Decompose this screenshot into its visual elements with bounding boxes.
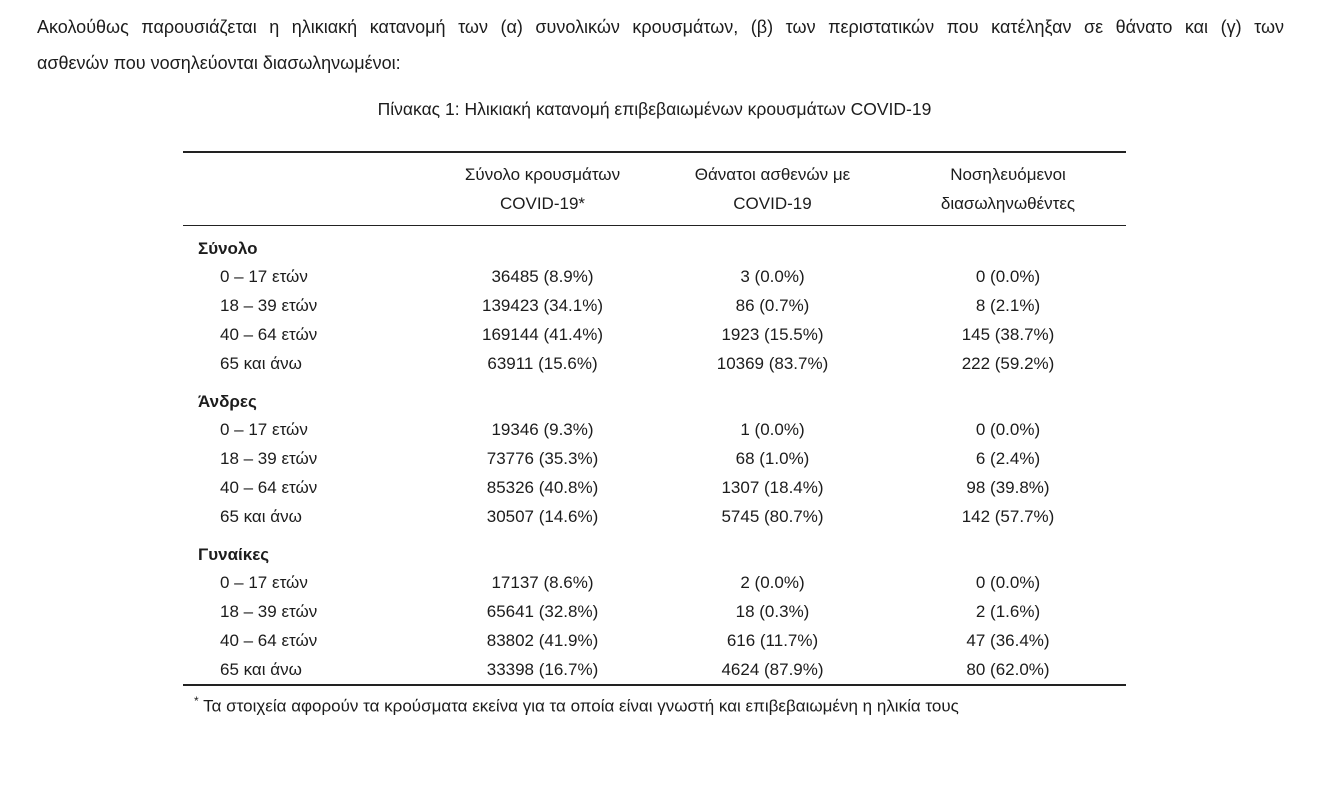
cases-cell: 36485 (8.9%): [491, 267, 594, 286]
cases-cell: 19346 (9.3%): [491, 420, 594, 439]
intubated-cell: 80 (62.0%): [966, 659, 1050, 679]
deaths-cell: 1307 (18.4%): [721, 478, 824, 497]
table-row: 40 – 64 ετών 85326 (40.8%) 1307 (18.4%) …: [183, 474, 1126, 503]
header-line: Θάνατοι ασθενών με: [694, 165, 851, 184]
table-row: 65 και άνω 63911 (15.6%) 10369 (83.7%) 2…: [183, 350, 1126, 379]
table-row: 40 – 64 ετών 169144 (41.4%) 1923 (15.5%)…: [183, 321, 1126, 350]
deaths-cell: 2 (0.0%): [740, 573, 805, 592]
table-area: Πίνακας 1: Ηλικιακή κατανομή επιβεβαιωμέ…: [183, 99, 1126, 717]
intubated-cell: 0 (0.0%): [975, 573, 1041, 592]
intubated-cell: 47 (36.4%): [966, 631, 1050, 650]
table-row: 18 – 39 ετών 139423 (34.1%) 86 (0.7%) 8 …: [183, 292, 1126, 321]
cases-cell: 169144 (41.4%): [482, 325, 603, 344]
group-row-total: Σύνολο: [183, 226, 1126, 263]
intubated-cell: 142 (57.7%): [961, 507, 1055, 526]
deaths-cell: 4624 (87.9%): [721, 659, 824, 679]
table-row: 65 και άνω 30507 (14.6%) 5745 (80.7%) 14…: [183, 503, 1126, 532]
deaths-cell: 1923 (15.5%): [721, 325, 824, 344]
cases-cell: 65641 (32.8%): [486, 602, 599, 621]
deaths-cell: 3 (0.0%): [740, 267, 805, 286]
header-line: COVID-19*: [499, 194, 586, 213]
table-row: 18 – 39 ετών 65641 (32.8%) 18 (0.3%) 2 (…: [183, 598, 1126, 627]
footnote-text: Τα στοιχεία αφορούν τα κρούσματα εκείνα …: [203, 696, 959, 716]
deaths-cell: 1 (0.0%): [740, 420, 805, 439]
header-row: Σύνολο κρουσμάτων COVID-19* Θάνατοι ασθε…: [183, 152, 1126, 226]
age-label: 65 και άνω: [220, 507, 302, 526]
deaths-cell: 5745 (80.7%): [721, 507, 824, 526]
age-label: 65 και άνω: [220, 354, 302, 373]
deaths-cell: 18 (0.3%): [735, 602, 810, 621]
group-label: Γυναίκες: [198, 544, 270, 564]
age-label: 0 – 17 ετών: [220, 267, 308, 286]
age-label: 0 – 17 ετών: [220, 573, 308, 592]
intubated-cell: 8 (2.1%): [975, 296, 1041, 315]
header-total-cases: Σύνολο κρουσμάτων COVID-19*: [430, 152, 655, 226]
cases-cell: 17137 (8.6%): [491, 573, 594, 592]
table-row: 0 – 17 ετών 19346 (9.3%) 1 (0.0%) 0 (0.0…: [183, 416, 1126, 445]
header-line: Νοσηλευόμενοι: [950, 165, 1066, 184]
age-label: 18 – 39 ετών: [220, 296, 318, 315]
table-row: 18 – 39 ετών 73776 (35.3%) 68 (1.0%) 6 (…: [183, 445, 1126, 474]
header-line: Σύνολο κρουσμάτων: [464, 165, 621, 184]
age-label: 40 – 64 ετών: [220, 325, 318, 344]
document-page: Ακολούθως παρουσιάζεται η ηλικιακή καταν…: [0, 9, 1318, 792]
cases-cell: 73776 (35.3%): [486, 449, 599, 468]
intubated-cell: 98 (39.8%): [966, 478, 1050, 497]
age-label: 65 και άνω: [220, 659, 302, 679]
cases-cell: 139423 (34.1%): [482, 296, 603, 315]
age-label: 40 – 64 ετών: [220, 478, 318, 497]
deaths-cell: 616 (11.7%): [726, 631, 819, 650]
table-row: 0 – 17 ετών 17137 (8.6%) 2 (0.0%) 0 (0.0…: [183, 569, 1126, 598]
cases-cell: 83802 (41.9%): [486, 631, 599, 650]
deaths-cell: 86 (0.7%): [735, 296, 810, 315]
deaths-cell: 10369 (83.7%): [716, 354, 829, 373]
intubated-cell: 0 (0.0%): [975, 420, 1041, 439]
table-row: 40 – 64 ετών 83802 (41.9%) 616 (11.7%) 4…: [183, 627, 1126, 656]
header-empty-cell: [183, 152, 430, 226]
group-label: Σύνολο: [198, 238, 258, 258]
cases-cell: 33398 (16.7%): [486, 659, 599, 679]
intubated-cell: 2 (1.6%): [975, 602, 1041, 621]
intubated-cell: 0 (0.0%): [975, 267, 1041, 286]
intubated-cell: 6 (2.4%): [975, 449, 1041, 468]
footnote-marker: *: [194, 693, 199, 708]
intubated-cell: 222 (59.2%): [961, 354, 1055, 373]
group-label: Άνδρες: [198, 391, 257, 411]
age-label: 40 – 64 ετών: [220, 631, 318, 650]
group-row-women: Γυναίκες: [183, 532, 1126, 569]
intubated-cell: 145 (38.7%): [961, 325, 1055, 344]
intro-paragraph: Ακολούθως παρουσιάζεται η ηλικιακή καταν…: [37, 9, 1284, 81]
cases-cell: 85326 (40.8%): [486, 478, 599, 497]
header-line: COVID-19: [733, 194, 812, 213]
table-row: 65 και άνω 33398 (16.7%) 4624 (87.9%) 80…: [183, 656, 1126, 685]
age-label: 18 – 39 ετών: [220, 449, 318, 468]
header-intubated: Νοσηλευόμενοι διασωληνωθέντες: [890, 152, 1126, 226]
table-body: Σύνολο 0 – 17 ετών 36485 (8.9%) 3 (0.0%)…: [183, 226, 1126, 685]
cases-cell: 30507 (14.6%): [486, 507, 599, 526]
header-line: διασωληνωθέντες: [940, 194, 1076, 213]
table-header: Σύνολο κρουσμάτων COVID-19* Θάνατοι ασθε…: [183, 152, 1126, 226]
table-title: Πίνακας 1: Ηλικιακή κατανομή επιβεβαιωμέ…: [377, 99, 932, 119]
age-label: 18 – 39 ετών: [220, 602, 318, 621]
cases-cell: 63911 (15.6%): [487, 354, 598, 373]
intro-line: ασθενών που νοσηλεύονται διασωληνωμένοι:: [37, 53, 401, 73]
group-row-men: Άνδρες: [183, 379, 1126, 416]
age-label: 0 – 17 ετών: [220, 420, 308, 439]
intro-line: Ακολούθως παρουσιάζεται η ηλικιακή καταν…: [37, 17, 1284, 37]
table-footnote: * Τα στοιχεία αφορούν τα κρούσματα εκείν…: [183, 690, 1126, 718]
covid-age-distribution-table: Σύνολο κρουσμάτων COVID-19* Θάνατοι ασθε…: [183, 151, 1126, 686]
table-row: 0 – 17 ετών 36485 (8.9%) 3 (0.0%) 0 (0.0…: [183, 263, 1126, 292]
deaths-cell: 68 (1.0%): [735, 449, 810, 468]
header-deaths: Θάνατοι ασθενών με COVID-19: [655, 152, 890, 226]
